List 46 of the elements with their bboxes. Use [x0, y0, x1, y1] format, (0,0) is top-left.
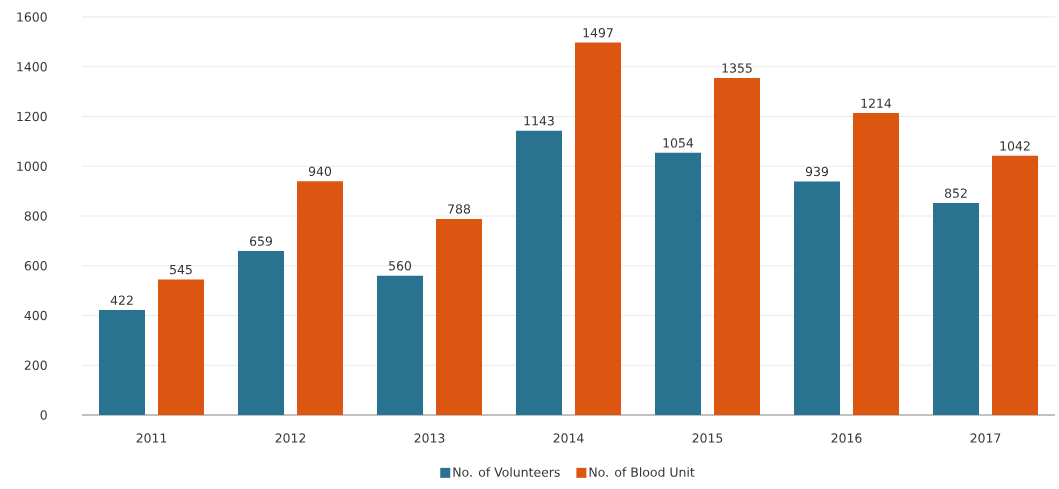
y-tick-label: 400	[24, 310, 47, 321]
bar	[933, 203, 979, 415]
x-tick-label: 2011	[136, 433, 167, 443]
y-tick-label: 1200	[17, 111, 47, 122]
bar	[853, 113, 899, 415]
data-label: 1143	[524, 116, 554, 126]
y-tick-label: 200	[24, 360, 47, 370]
data-label: 852	[944, 188, 967, 198]
bar	[99, 310, 145, 415]
data-label: 1355	[722, 63, 752, 73]
data-label: 1497	[583, 27, 613, 38]
bar	[377, 275, 423, 415]
data-label: 659	[249, 236, 272, 246]
data-label: 422	[110, 295, 133, 305]
x-tick-label: 2015	[692, 433, 723, 443]
data-label: 1042	[1000, 141, 1030, 151]
data-label: 788	[448, 204, 471, 214]
y-tick-label: 1000	[17, 161, 47, 171]
y-tick-label: 600	[24, 261, 47, 271]
bar	[575, 42, 621, 415]
bar	[655, 152, 701, 415]
x-tick-label: 2014	[553, 433, 584, 443]
bar	[238, 251, 284, 415]
y-tick-label: 1600	[17, 12, 47, 22]
data-label: 560	[389, 261, 412, 271]
data-label: 1054	[663, 138, 694, 148]
data-label: 940	[308, 166, 332, 176]
data-label: 545	[170, 264, 192, 275]
legend-label: No. of Volunteers	[453, 467, 560, 477]
legend-label: No. of Blood Unit	[589, 467, 695, 477]
bar	[714, 77, 760, 415]
bar	[158, 279, 204, 415]
x-tick-label: 2012	[275, 433, 306, 443]
x-tick-label: 2016	[831, 433, 862, 443]
y-tick-label: 800	[24, 211, 47, 221]
y-tick-label: 1400	[17, 62, 47, 72]
data-label: 1214	[861, 98, 892, 108]
bar	[794, 181, 840, 415]
x-tick-label: 2017	[970, 433, 1001, 443]
bar	[297, 181, 343, 415]
data-label: 939	[805, 166, 829, 177]
bar	[516, 130, 562, 415]
x-tick-label: 2013	[414, 433, 445, 443]
bar	[992, 155, 1039, 415]
y-tick-label: 0	[40, 410, 47, 420]
bar	[436, 218, 482, 415]
